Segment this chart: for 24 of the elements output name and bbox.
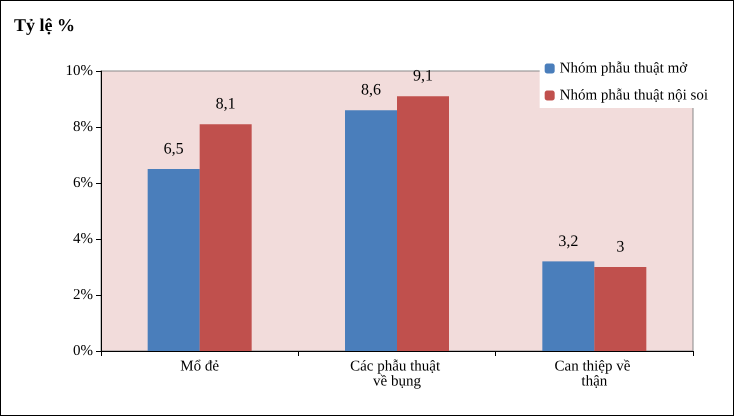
y-axis-title: Tỷ lệ % bbox=[14, 15, 75, 35]
data-label: 3 bbox=[616, 238, 624, 256]
x-tick-label: Các phẫu thuật về bụng bbox=[350, 358, 444, 390]
bar bbox=[345, 110, 397, 351]
data-label: 6,5 bbox=[164, 140, 184, 158]
y-tick-label: 10% bbox=[66, 63, 93, 79]
y-tick-label: 0% bbox=[73, 343, 93, 359]
bar bbox=[594, 267, 646, 351]
data-label: 9,1 bbox=[413, 68, 433, 85]
y-tick-label: 6% bbox=[73, 175, 93, 191]
y-tick-label: 4% bbox=[73, 231, 93, 247]
bar bbox=[200, 124, 252, 351]
x-tick-label: Mổ đẻ bbox=[180, 358, 220, 374]
legend-label: Nhóm phẫu thuật mở bbox=[560, 60, 688, 76]
bar bbox=[542, 261, 594, 351]
bar bbox=[148, 169, 200, 351]
data-label: 3,2 bbox=[558, 232, 578, 250]
bar bbox=[397, 96, 449, 351]
legend-label: Nhóm phẫu thuật nội soi bbox=[560, 88, 708, 104]
data-label: 8,6 bbox=[361, 82, 381, 99]
y-tick-label: 8% bbox=[73, 119, 93, 135]
x-tick-label: Can thiệp về thận bbox=[554, 358, 634, 390]
y-tick-label: 2% bbox=[73, 287, 93, 303]
data-label: 8,1 bbox=[216, 96, 236, 113]
